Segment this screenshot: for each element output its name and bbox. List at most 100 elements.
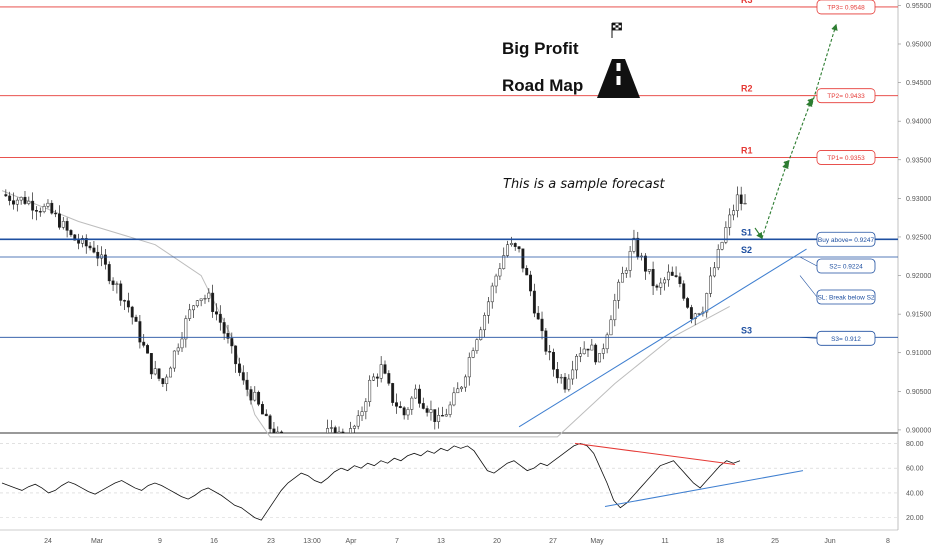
candle-down [73,234,77,241]
candle-up [352,425,356,429]
candle-down [517,246,521,250]
level-tag-leader [799,256,818,267]
candle-down [375,376,379,379]
candle-up [42,206,46,212]
candle-down [387,373,391,384]
candle-down [245,379,249,390]
candle-down [215,311,218,315]
level-label-r1: R1 [741,145,753,155]
candle-up [590,344,594,351]
candle-down [268,415,272,430]
projection-segment [761,161,789,239]
candle-up [360,411,364,417]
candle-down [686,298,690,308]
candle-down [211,292,215,312]
title-line-2: Road Map [502,76,583,95]
candle-up [172,350,176,369]
projection-segment [783,159,790,168]
level-label-r3: R3 [741,0,753,5]
time-tick-label: 23 [267,538,275,545]
candle-down [433,409,437,422]
candle-up [575,355,578,371]
candle-down [238,363,241,373]
candle-down [96,251,100,259]
candle-down [383,364,387,374]
candle-up [46,202,50,207]
candle-up [582,348,586,355]
projection-segment [787,99,813,164]
candle-down [126,300,130,308]
candle-down [103,254,107,265]
candle-up [463,376,467,388]
grid [0,0,899,531]
candle-down [552,351,555,370]
candles [4,186,747,434]
rising-trendline [518,248,807,428]
price-tick-label: 0.92500 [906,234,931,241]
candle-down [333,427,337,434]
candle-up [356,415,360,427]
candle-down [525,268,529,276]
projection-segment [754,227,763,240]
candle-up [364,401,368,412]
candle-down [272,428,276,434]
candle-down [421,403,425,409]
candle-down [674,275,678,277]
candle-up [406,409,410,416]
price-tick-label: 0.95000 [906,41,931,48]
candle-up [429,409,433,413]
candle-up [705,293,709,313]
oscillator-tick-label: 40.00 [906,490,924,497]
candle-down [548,351,552,353]
candle-up [368,379,372,402]
candle-down [402,407,406,416]
time-tick-label: Jun [824,538,835,545]
road-icon [597,59,640,98]
oscillator-support-line [604,470,804,507]
price-tick-label: 0.90000 [906,427,931,434]
candle-up [329,427,333,429]
candle-up [276,431,280,434]
candle-down [69,230,73,236]
candle-down [35,210,38,212]
price-tick-label: 0.94500 [906,80,931,87]
candle-down [636,237,640,258]
candle-up [659,282,663,288]
candle-down [536,312,540,320]
price-tick-label: 0.94000 [906,119,931,126]
candle-up [195,300,199,307]
candle-down [88,245,92,249]
projection-group [754,23,838,240]
candle-up [732,210,735,216]
candle-up [567,378,571,390]
candle-up [456,388,460,394]
candle-down [234,345,238,365]
candle-down [12,200,15,205]
candle-up [414,388,418,399]
candle-up [609,319,613,336]
candle-down [84,238,88,247]
candle-down [655,285,659,288]
candle-up [253,391,257,401]
candle-down [161,378,165,385]
candle-down [544,330,548,352]
level-label-s2: S2 [741,245,752,255]
time-tick-label: 7 [395,538,399,545]
candle-down [398,406,402,408]
time-tick-label: 9 [158,538,162,545]
candle-down [119,283,123,301]
candle-up [153,368,157,375]
candle-up [169,367,172,378]
level-tag-text: SL: Break below S2 [817,295,874,302]
candle-up [621,272,624,283]
moving-average-line [1,190,730,438]
candle-up [188,309,192,319]
oscillator-tick-label: 20.00 [906,515,924,522]
candle-down [689,307,693,320]
candle-up [15,199,19,205]
candle-up [326,428,330,434]
candle-down [8,195,12,201]
time-tick-label: 11 [661,538,668,545]
